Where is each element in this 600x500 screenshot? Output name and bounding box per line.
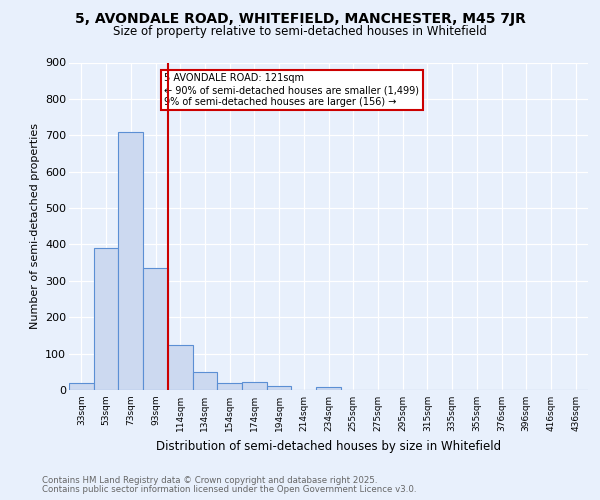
Bar bbox=[168, 344, 193, 390]
Bar bbox=[94, 248, 118, 390]
X-axis label: Distribution of semi-detached houses by size in Whitefield: Distribution of semi-detached houses by … bbox=[156, 440, 501, 452]
Text: Contains HM Land Registry data © Crown copyright and database right 2025.: Contains HM Land Registry data © Crown c… bbox=[42, 476, 377, 485]
Bar bbox=[316, 387, 341, 390]
Bar bbox=[267, 386, 292, 390]
Bar bbox=[193, 372, 217, 390]
Bar bbox=[143, 268, 168, 390]
Bar bbox=[217, 384, 242, 390]
Text: Size of property relative to semi-detached houses in Whitefield: Size of property relative to semi-detach… bbox=[113, 25, 487, 38]
Bar bbox=[69, 384, 94, 390]
Bar bbox=[118, 132, 143, 390]
Text: Contains public sector information licensed under the Open Government Licence v3: Contains public sector information licen… bbox=[42, 485, 416, 494]
Text: 5 AVONDALE ROAD: 121sqm
← 90% of semi-detached houses are smaller (1,499)
9% of : 5 AVONDALE ROAD: 121sqm ← 90% of semi-de… bbox=[164, 74, 419, 106]
Bar bbox=[242, 382, 267, 390]
Y-axis label: Number of semi-detached properties: Number of semi-detached properties bbox=[29, 123, 40, 329]
Text: 5, AVONDALE ROAD, WHITEFIELD, MANCHESTER, M45 7JR: 5, AVONDALE ROAD, WHITEFIELD, MANCHESTER… bbox=[74, 12, 526, 26]
